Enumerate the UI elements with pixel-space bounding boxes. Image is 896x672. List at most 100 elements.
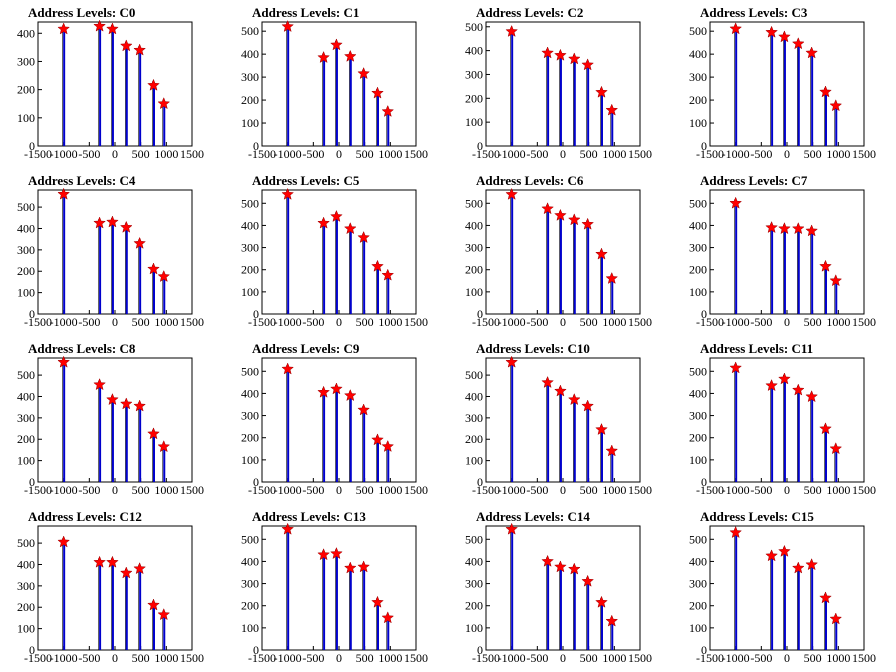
bar: [125, 403, 128, 482]
chart-title: Address Levels: C1: [252, 5, 360, 20]
bar: [125, 573, 128, 650]
bar: [349, 228, 352, 314]
x-tick-label: 1500: [180, 651, 204, 665]
y-tick-label: 200: [241, 93, 259, 107]
peak-marker: [381, 104, 395, 117]
x-tick-label: 1000: [602, 483, 626, 497]
peak-marker: [371, 433, 384, 446]
bar: [349, 56, 352, 146]
x-tick-label: 500: [132, 483, 150, 497]
y-tick-label: 300: [689, 577, 707, 591]
x-tick-label: 1000: [154, 651, 178, 665]
bar: [835, 280, 838, 314]
bar: [377, 439, 379, 482]
bar: [287, 369, 290, 482]
x-tick-label: 1500: [404, 147, 428, 161]
x-tick-label: 0: [112, 651, 118, 665]
peak-marker: [106, 22, 119, 35]
x-tick-label: 500: [356, 315, 374, 329]
bar: [349, 568, 352, 650]
x-tick-label: 0: [784, 651, 790, 665]
peak-marker: [357, 403, 371, 416]
bar: [587, 581, 590, 650]
bar: [835, 448, 838, 482]
x-tick-label: 1500: [852, 651, 876, 665]
chart-title: Address Levels: C10: [476, 341, 590, 356]
y-tick-label: 100: [241, 453, 259, 467]
plot-frame: [485, 189, 641, 315]
x-tick-label: -1500: [472, 315, 500, 329]
x-tick-label: 500: [132, 651, 150, 665]
x-tick-label: 500: [356, 651, 374, 665]
x-tick-label: 1000: [378, 651, 402, 665]
peak-marker: [595, 247, 608, 260]
bar: [111, 399, 114, 482]
x-tick-label: -500: [78, 147, 100, 161]
x-tick-label: 1500: [628, 483, 652, 497]
x-tick-label: 500: [804, 315, 822, 329]
chart-panel: Address Levels: C1 0 100 200 300 400 500 -1500-…: [224, 0, 448, 168]
bar: [601, 429, 603, 482]
x-tick-label: 1000: [378, 315, 402, 329]
peak-marker: [147, 78, 160, 91]
y-tick-label: 100: [689, 116, 707, 130]
y-tick-label: 200: [465, 432, 483, 446]
y-tick-label: 400: [689, 554, 707, 568]
bar: [139, 243, 142, 314]
y-tick-label: 400: [241, 47, 259, 61]
bar: [287, 194, 290, 314]
y-tick-label: 0: [477, 139, 483, 153]
bar: [125, 227, 128, 314]
x-tick-label: 500: [804, 651, 822, 665]
bar: [349, 395, 352, 482]
x-tick-label: -1500: [472, 651, 500, 665]
bar: [323, 554, 326, 650]
peak-marker: [343, 222, 357, 235]
x-tick-label: 500: [804, 147, 822, 161]
bar: [601, 602, 603, 650]
y-tick-label: 300: [241, 70, 259, 84]
peak-marker: [581, 58, 595, 71]
plot-frame: [37, 189, 193, 315]
x-tick-label: -500: [526, 483, 548, 497]
peak-marker: [729, 196, 743, 209]
x-tick-label: -1000: [274, 483, 302, 497]
y-tick-label: 400: [241, 218, 259, 232]
peak-marker: [147, 262, 160, 275]
y-tick-label: 300: [241, 577, 259, 591]
bar: [377, 266, 379, 314]
bar: [573, 569, 576, 650]
bar: [783, 228, 786, 314]
x-tick-label: 0: [784, 483, 790, 497]
bar: [611, 110, 614, 146]
peak-marker: [133, 399, 147, 412]
y-tick-label: 200: [241, 263, 259, 277]
bar: [825, 597, 827, 650]
bar: [811, 230, 814, 314]
y-tick-label: 500: [241, 196, 259, 210]
peak-marker: [567, 562, 581, 575]
y-tick-label: 300: [241, 409, 259, 423]
bar: [323, 392, 326, 482]
bar: [363, 566, 366, 650]
y-tick-label: 100: [17, 111, 35, 125]
x-tick-label: 1500: [628, 147, 652, 161]
bar: [377, 602, 379, 650]
chart-panel: Address Levels: C11 0 100 200 300 400 500 -1500…: [672, 336, 896, 504]
peak-marker: [829, 442, 843, 455]
x-tick-label: 1500: [180, 483, 204, 497]
x-tick-label: 1000: [826, 651, 850, 665]
peak-marker: [357, 560, 371, 573]
bar: [783, 36, 786, 146]
x-tick-label: -500: [78, 483, 100, 497]
x-tick-label: -1000: [50, 483, 78, 497]
bar: [153, 605, 155, 650]
x-tick-label: -1000: [498, 315, 526, 329]
bar: [811, 396, 814, 482]
chart-panel: Address Levels: C8 0 100 200 300 400 500 -1500-…: [0, 336, 224, 504]
peak-marker: [778, 30, 791, 43]
x-tick-label: -500: [526, 315, 548, 329]
x-tick-label: -500: [526, 651, 548, 665]
x-tick-label: 500: [356, 483, 374, 497]
bar: [783, 379, 786, 482]
